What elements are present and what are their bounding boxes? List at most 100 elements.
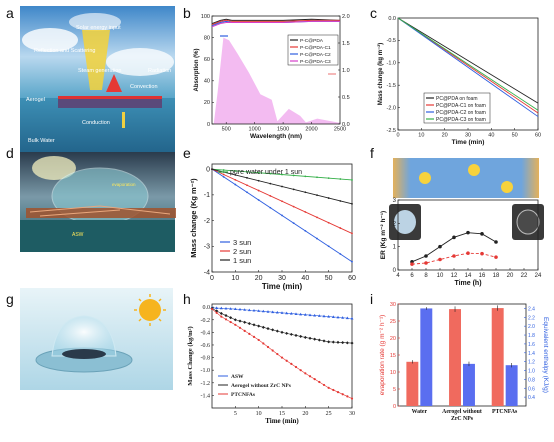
series-point xyxy=(271,328,275,332)
panel-g: g xyxy=(6,288,173,390)
series-point xyxy=(494,240,498,244)
x-tick-label: 20 xyxy=(442,133,448,139)
series-point xyxy=(317,338,321,342)
series-point xyxy=(308,336,312,340)
series-point xyxy=(280,356,284,359)
series-point xyxy=(308,313,312,317)
series-line xyxy=(397,17,539,104)
y-tick-label: -1.2 xyxy=(201,381,211,387)
series-point xyxy=(313,378,316,381)
series-point xyxy=(331,315,335,318)
legend-label: 2 sun xyxy=(233,247,251,256)
series-point xyxy=(292,205,295,208)
y-tick-label: -1.0 xyxy=(387,61,396,67)
series-point xyxy=(280,330,284,334)
series-point xyxy=(316,176,318,179)
y2-tick-label: 2.0 xyxy=(342,14,350,20)
series-point xyxy=(266,345,270,349)
x-tick-label: 20 xyxy=(507,273,514,279)
y-tick-label: -1.5 xyxy=(387,83,396,89)
series-point xyxy=(322,339,326,343)
series-point xyxy=(336,340,340,344)
series-point xyxy=(252,308,256,312)
panel-g-letter: g xyxy=(6,291,14,307)
label-evaporation: evaporation xyxy=(112,182,136,187)
series-point xyxy=(246,170,248,173)
panel-c-letter: c xyxy=(370,5,377,21)
series-line xyxy=(397,17,539,117)
bar-equivalent-enthalpy xyxy=(505,365,518,406)
series-point xyxy=(243,308,247,311)
y-tick-label: -4 xyxy=(204,269,210,276)
y-tick-label: 0.0 xyxy=(203,305,211,311)
x-tick-label: 5 xyxy=(234,411,237,417)
y-tick-label: 0 xyxy=(393,404,396,410)
panel-d: d evaporation ASW xyxy=(6,145,176,252)
series-point xyxy=(257,309,261,312)
series-point xyxy=(351,179,353,181)
x-tick-label: 6 xyxy=(410,273,414,279)
y-tick-label: 0 xyxy=(393,268,397,274)
series-point xyxy=(257,324,261,328)
cloud-2 xyxy=(106,48,174,76)
y-tick-label: -2.0 xyxy=(387,105,396,111)
series-point xyxy=(322,383,326,387)
series-point xyxy=(299,312,303,316)
series-point xyxy=(285,311,289,315)
panel-f-letter: f xyxy=(370,145,374,161)
series-point xyxy=(438,257,442,262)
series-point xyxy=(269,172,272,175)
y-tick-label: 20 xyxy=(390,336,396,342)
series-point xyxy=(327,221,330,224)
series-point xyxy=(322,314,326,318)
x-tick-label: 60 xyxy=(348,275,356,282)
series-point xyxy=(281,200,283,203)
legend-label: P-C@PDA xyxy=(300,38,324,44)
y-axis-label: Mass change (kg m⁻²) xyxy=(377,43,384,106)
series-point xyxy=(229,316,233,320)
series-point xyxy=(304,372,307,375)
y-tick-label: 0 xyxy=(206,166,210,173)
series-point xyxy=(424,254,428,258)
series-point xyxy=(238,307,242,311)
steam-arrow xyxy=(106,74,122,92)
y2-tick-label: 1.4 xyxy=(528,351,535,357)
bar-equivalent-enthalpy xyxy=(420,308,433,406)
y-tick-label: -0.5 xyxy=(387,38,396,44)
y2-tick-label: 1.6 xyxy=(528,342,535,348)
x-tick-label: 30 xyxy=(465,133,471,139)
series-point xyxy=(327,315,331,318)
series-point xyxy=(222,173,225,176)
x-axis-label: Time (h) xyxy=(454,280,481,287)
y-axis-label: ER (Kg m⁻² h⁻¹) xyxy=(380,211,387,259)
legend-label: 1 sun xyxy=(233,256,251,265)
conduction-arrow xyxy=(122,112,125,128)
panel-a-letter: a xyxy=(6,5,14,21)
series-point xyxy=(346,395,349,398)
label-steam: Steam generation xyxy=(78,68,121,74)
sun-3 xyxy=(501,181,513,193)
sun-2 xyxy=(468,164,480,176)
series-point xyxy=(246,184,248,187)
series-point xyxy=(466,230,470,235)
series-point xyxy=(246,176,248,179)
series-point xyxy=(351,260,353,263)
water-d xyxy=(20,220,175,252)
series-point xyxy=(327,245,330,248)
legend-label: 3 sun xyxy=(233,238,251,247)
series-point xyxy=(313,337,317,341)
x-tick-label: 20 xyxy=(255,275,263,282)
sample-left-glass xyxy=(394,210,416,234)
legend-label: P-C@PDA-C2 xyxy=(300,52,331,58)
series-point xyxy=(466,251,470,255)
x-axis-label: Time (min) xyxy=(262,282,303,291)
series-point xyxy=(252,323,256,327)
series-point xyxy=(222,175,225,178)
x-tick-label: 2500 xyxy=(334,127,346,133)
y2-tick-label: 1.5 xyxy=(342,41,350,47)
series-point xyxy=(410,262,414,266)
wood-fibers xyxy=(29,205,171,217)
series-point xyxy=(261,325,265,329)
x-tick-label: 2000 xyxy=(305,127,317,133)
sun-icon xyxy=(139,299,161,321)
